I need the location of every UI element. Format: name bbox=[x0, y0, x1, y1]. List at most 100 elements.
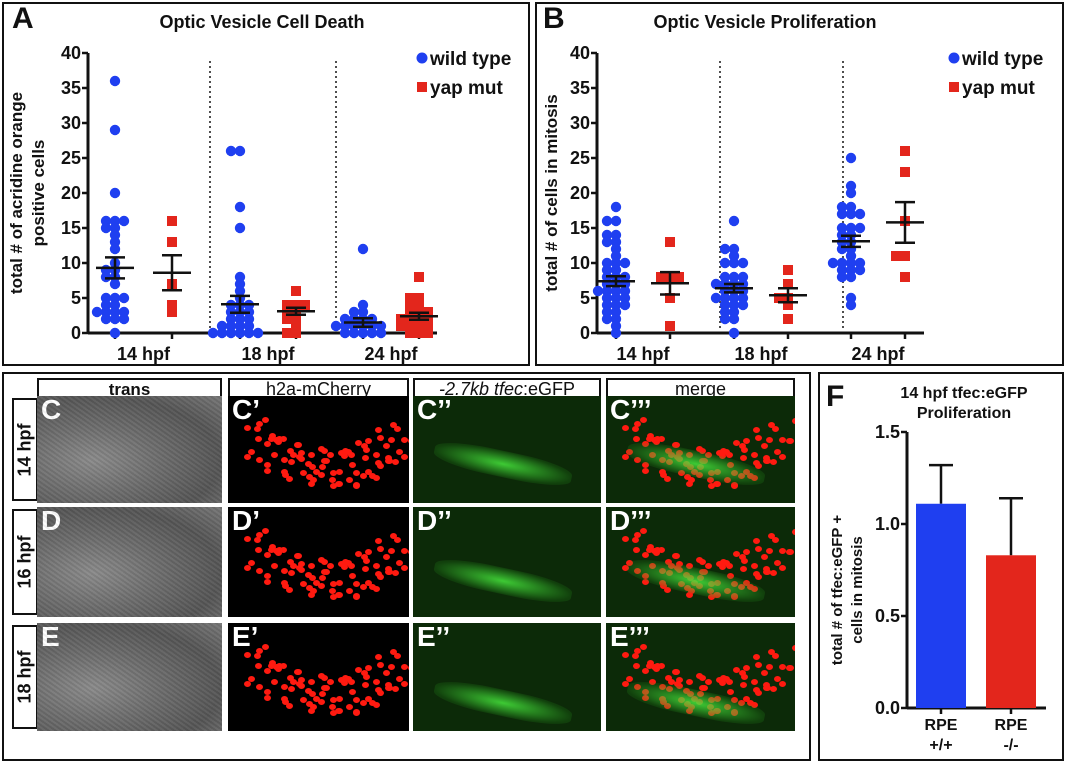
tile-label: E’’’ bbox=[610, 623, 650, 652]
data-point-yap-mut bbox=[167, 307, 177, 317]
data-point-wild-type bbox=[243, 327, 255, 339]
data-point-yap-mut bbox=[291, 286, 301, 296]
x-category-label-line2: -/- bbox=[1003, 737, 1018, 754]
data-point-wild-type bbox=[118, 215, 130, 227]
data-point-yap-mut bbox=[414, 300, 424, 310]
tile-label: E’’ bbox=[417, 623, 451, 652]
column-header-prefix: -2.7kb bbox=[438, 379, 494, 399]
data-point-wild-type bbox=[100, 271, 112, 283]
data-point-yap-mut bbox=[282, 314, 292, 324]
data-point-wild-type bbox=[610, 201, 622, 213]
panel-a: A bbox=[2, 2, 530, 366]
legend-marker-yap-mut bbox=[949, 82, 959, 92]
y-tick-label: 35 bbox=[570, 78, 590, 98]
row-header: 18 hpf bbox=[12, 625, 38, 729]
data-point-wild-type bbox=[601, 313, 613, 325]
chart-a: Optic Vesicle Cell Death total # of acrid… bbox=[7, 12, 511, 364]
data-point-yap-mut bbox=[891, 251, 901, 261]
y-tick-label: 1.0 bbox=[875, 514, 900, 534]
data-point-wild-type bbox=[619, 257, 631, 269]
micrograph-merge: C’’’ bbox=[606, 396, 795, 503]
data-point-yap-mut bbox=[167, 237, 177, 247]
data-point-wild-type bbox=[719, 243, 731, 255]
data-point-wild-type bbox=[737, 257, 749, 269]
y-tick-label: 1.5 bbox=[875, 422, 900, 442]
data-point-wild-type bbox=[845, 271, 857, 283]
legend-marker-wild-type bbox=[948, 52, 960, 64]
data-point-wild-type bbox=[109, 278, 121, 290]
data-point-wild-type bbox=[710, 278, 722, 290]
data-point-wild-type bbox=[109, 124, 121, 136]
data-point-yap-mut bbox=[167, 216, 177, 226]
y-tick-label: 15 bbox=[61, 218, 81, 238]
data-point-yap-mut bbox=[783, 265, 793, 275]
panel-letter-b: B bbox=[543, 2, 565, 35]
x-category-label-line1: RPE bbox=[995, 717, 1028, 734]
y-tick-label: 25 bbox=[570, 148, 590, 168]
data-point-yap-mut bbox=[414, 293, 424, 303]
y-tick-label: 5 bbox=[580, 288, 590, 308]
micrograph-trans: E bbox=[37, 623, 222, 731]
column-header-suffix: :eGFP bbox=[523, 379, 576, 399]
data-point-yap-mut bbox=[291, 321, 301, 331]
y-tick-label: 0.0 bbox=[875, 698, 900, 718]
micrograph-trans: C bbox=[37, 396, 222, 503]
tile-label: C’ bbox=[232, 396, 260, 425]
micrograph-merge: D’’’ bbox=[606, 507, 795, 617]
legend-label-wild-type: wild type bbox=[429, 49, 511, 70]
legend-label-wild-type: wild type bbox=[961, 49, 1043, 70]
data-point-yap-mut bbox=[656, 272, 666, 282]
data-point-wild-type bbox=[330, 320, 342, 332]
data-point-yap-mut bbox=[282, 328, 292, 338]
data-point-yap-mut bbox=[414, 272, 424, 282]
data-point-yap-mut bbox=[405, 321, 415, 331]
chart-f: 14 hpf tfec:eGFP Proliferation total # of … bbox=[829, 385, 1046, 754]
y-axis-label-line2: cells in mitosis bbox=[849, 536, 866, 644]
tile-label: D’’ bbox=[417, 507, 452, 536]
legend-marker-yap-mut bbox=[417, 82, 427, 92]
x-category-label-line2: +/+ bbox=[929, 737, 952, 754]
x-category-label: 24 hpf bbox=[851, 344, 905, 364]
data-point-yap-mut bbox=[405, 293, 415, 303]
data-point-wild-type bbox=[719, 257, 731, 269]
data-point-wild-type bbox=[719, 313, 731, 325]
data-point-wild-type bbox=[728, 215, 740, 227]
y-tick-label: 40 bbox=[570, 43, 590, 63]
y-tick-label: 30 bbox=[570, 113, 590, 133]
legend-label-yap-mut: yap mut bbox=[962, 78, 1036, 99]
data-point-wild-type bbox=[854, 222, 866, 234]
row-header-label: 14 hpf bbox=[14, 422, 35, 477]
data-point-wild-type bbox=[100, 313, 112, 325]
row-header-label: 18 hpf bbox=[14, 650, 35, 704]
micrograph-h2a-mcherry: D’ bbox=[228, 507, 409, 617]
tile-label: D’’’ bbox=[610, 507, 652, 536]
data-point-wild-type bbox=[357, 243, 369, 255]
tile-label: D’ bbox=[232, 507, 260, 536]
data-point-yap-mut bbox=[291, 300, 301, 310]
data-point-wild-type bbox=[592, 285, 604, 297]
data-point-wild-type bbox=[225, 145, 237, 157]
panel-letter-f: F bbox=[826, 380, 845, 413]
data-point-wild-type bbox=[118, 292, 130, 304]
data-point-yap-mut bbox=[665, 293, 675, 303]
data-point-wild-type bbox=[854, 264, 866, 276]
data-point-yap-mut bbox=[665, 237, 675, 247]
data-point-yap-mut bbox=[414, 321, 424, 331]
data-point-yap-mut bbox=[405, 328, 415, 338]
data-point-yap-mut bbox=[414, 328, 424, 338]
egfp-signal bbox=[431, 436, 575, 492]
micrograph-tfec-egfp: D’’ bbox=[413, 507, 601, 617]
data-point-wild-type bbox=[109, 243, 121, 255]
y-tick-label: 30 bbox=[61, 113, 81, 133]
data-point-wild-type bbox=[234, 145, 246, 157]
data-point-yap-mut bbox=[783, 300, 793, 310]
x-category-label: 24 hpf bbox=[364, 344, 418, 364]
data-point-wild-type bbox=[610, 215, 622, 227]
data-point-wild-type bbox=[234, 201, 246, 213]
data-point-yap-mut bbox=[774, 293, 784, 303]
y-tick-label: 20 bbox=[61, 183, 81, 203]
data-point-wild-type bbox=[728, 313, 740, 325]
micrograph-h2a-mcherry: E’ bbox=[228, 623, 409, 731]
tile-label: E’ bbox=[232, 623, 259, 652]
x-category-label: 18 hpf bbox=[241, 344, 295, 364]
